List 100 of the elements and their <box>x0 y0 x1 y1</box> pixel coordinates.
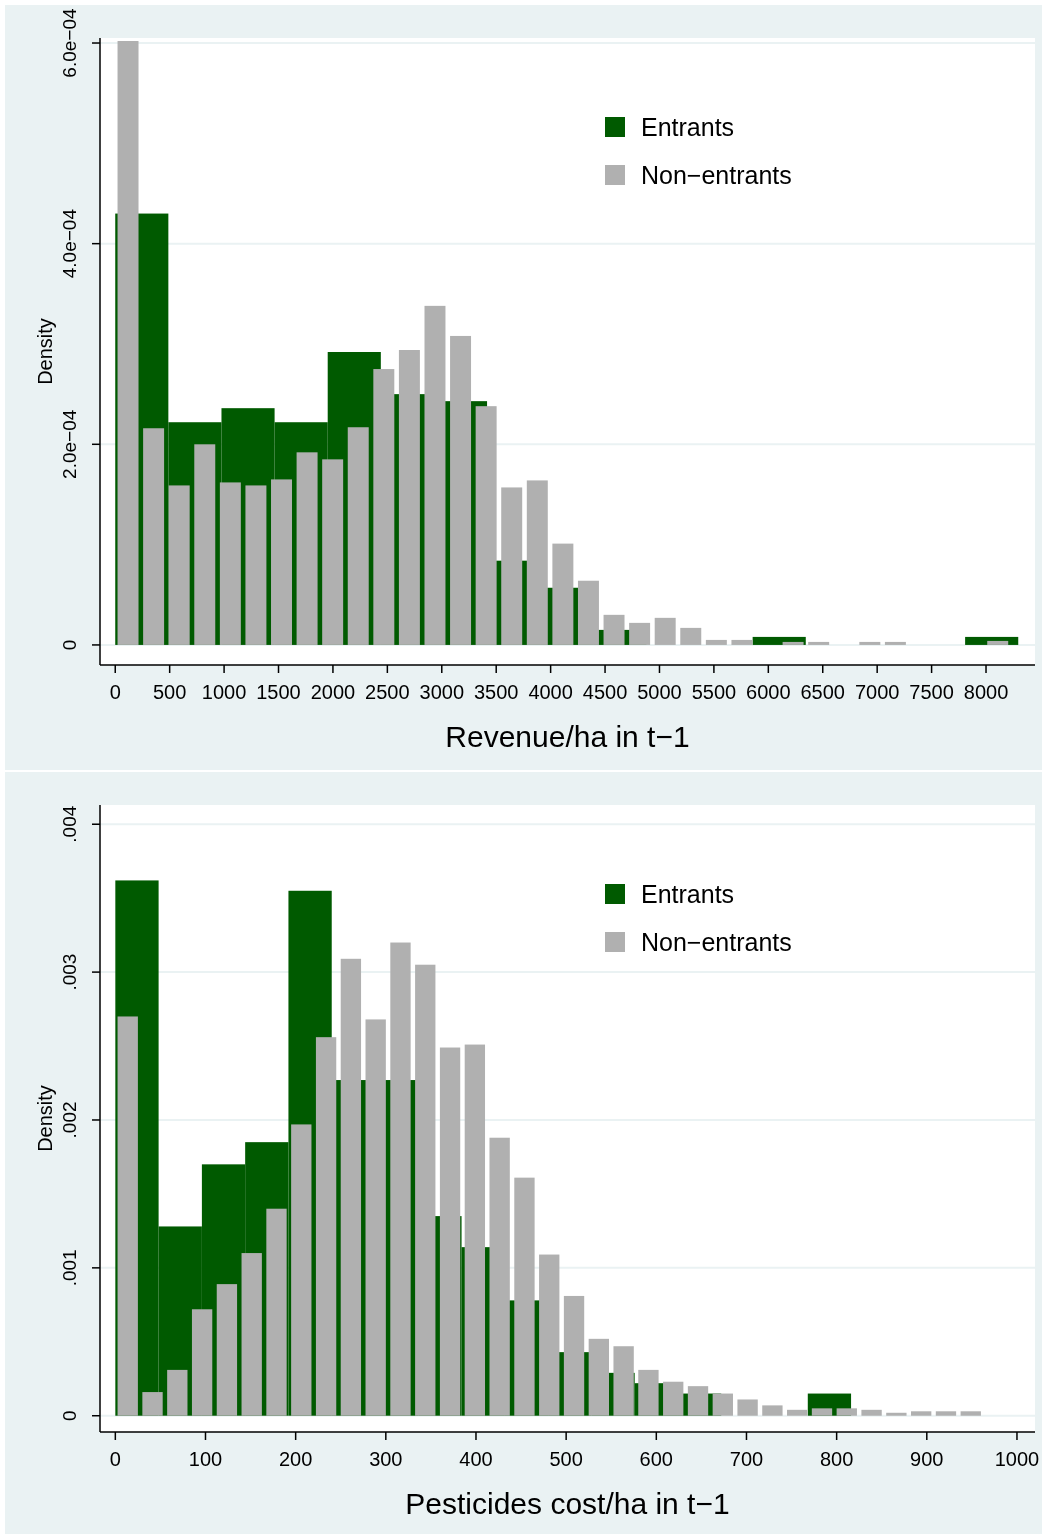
bar <box>629 622 651 645</box>
x-tick-label: 6000 <box>746 681 791 703</box>
x-axis-title: Revenue/ha in t−1 <box>445 720 690 753</box>
x-tick-label: 4500 <box>582 681 628 703</box>
bar <box>501 487 523 645</box>
y-tick-label: 2.0e−04 <box>59 409 80 479</box>
x-tick-label: 600 <box>639 1448 673 1470</box>
y-tick-label: .002 <box>59 1101 80 1139</box>
x-tick-label: 2000 <box>310 681 356 703</box>
bar <box>539 1254 560 1416</box>
legend-label: Non−entrants <box>641 928 792 956</box>
x-tick-label: 1000 <box>201 681 247 703</box>
bar <box>588 1338 609 1416</box>
x-tick-label: 0 <box>109 1448 121 1470</box>
bar <box>808 641 830 645</box>
bar <box>687 1386 709 1416</box>
bar <box>194 444 216 645</box>
y-axis-title: Density <box>34 318 56 385</box>
x-tick-label: 800 <box>819 1448 854 1470</box>
bar <box>737 1399 758 1416</box>
x-tick-label: 500 <box>152 681 187 703</box>
bar <box>117 1016 138 1416</box>
x-tick-label: 8000 <box>963 681 1009 703</box>
x-tick-label: 5000 <box>637 681 682 703</box>
bar <box>266 1208 287 1416</box>
y-axis-title: Density <box>34 1085 56 1152</box>
bar <box>143 428 165 645</box>
y-tick-label: 4.0e−04 <box>59 208 80 279</box>
x-tick-label: 3000 <box>419 681 465 703</box>
bar <box>935 1411 957 1416</box>
x-tick-label: 7500 <box>909 681 954 703</box>
bar <box>663 1381 684 1416</box>
bar <box>464 1044 486 1416</box>
legend-label: Entrants <box>641 880 735 908</box>
bar <box>142 1392 163 1416</box>
bar <box>654 617 676 645</box>
x-tick-label: 1500 <box>256 681 301 703</box>
bar <box>117 41 139 645</box>
bar <box>884 641 906 645</box>
x-tick-label: 2500 <box>365 681 410 703</box>
bar <box>245 485 267 645</box>
x-tick-label: 0 <box>109 681 121 703</box>
x-tick-label: 300 <box>369 1448 403 1470</box>
bar <box>987 640 1009 645</box>
bar <box>859 641 881 645</box>
bar <box>514 1177 535 1416</box>
bar <box>563 1295 585 1416</box>
bar <box>439 1047 461 1416</box>
bar <box>787 1409 808 1416</box>
bar <box>526 480 548 645</box>
bar <box>762 1405 783 1416</box>
x-tick-label: 500 <box>549 1448 583 1470</box>
bar <box>638 1369 659 1416</box>
y-tick-label: 0 <box>59 639 80 651</box>
bar <box>911 1411 932 1416</box>
bar <box>271 479 292 645</box>
bar <box>315 1037 337 1416</box>
bar <box>450 335 472 645</box>
bar <box>291 1124 312 1416</box>
bar <box>415 964 436 1416</box>
legend-label: Entrants <box>641 113 735 141</box>
bar <box>680 627 702 645</box>
bar <box>577 580 599 645</box>
x-tick-label: 5500 <box>691 681 737 703</box>
bar <box>886 1412 907 1416</box>
bar <box>398 350 420 645</box>
bar <box>489 1137 510 1416</box>
y-tick-label: .001 <box>59 1249 80 1287</box>
bar <box>191 1309 213 1416</box>
x-tick-label: 200 <box>278 1448 313 1470</box>
bar <box>836 1408 857 1416</box>
bar <box>219 482 241 645</box>
x-tick-label: 4000 <box>528 681 573 703</box>
x-tick-label: 7000 <box>854 681 900 703</box>
bar <box>216 1284 238 1416</box>
bar <box>705 639 727 645</box>
bar <box>390 942 411 1416</box>
y-tick-label: 0 <box>59 1410 80 1422</box>
bar <box>960 1411 981 1416</box>
bar <box>782 641 804 645</box>
legend-label: Non−entrants <box>641 161 792 189</box>
bar <box>861 1409 882 1416</box>
bar <box>424 305 446 645</box>
bar <box>168 485 190 645</box>
bar <box>811 1408 833 1416</box>
y-tick-label: .003 <box>59 953 80 991</box>
bar <box>603 614 625 645</box>
bar <box>296 452 318 645</box>
bar <box>552 543 574 645</box>
bar <box>340 958 362 1416</box>
bar <box>373 369 395 645</box>
y-tick-label: .004 <box>59 805 80 843</box>
y-tick-label: 6.0e−04 <box>59 7 80 78</box>
bar <box>347 427 369 645</box>
bar <box>241 1253 262 1416</box>
x-tick-label: 700 <box>729 1448 764 1470</box>
bar <box>167 1369 188 1416</box>
bar <box>613 1346 634 1416</box>
bar <box>731 639 753 645</box>
x-tick-label: 1000 <box>994 1448 1040 1470</box>
